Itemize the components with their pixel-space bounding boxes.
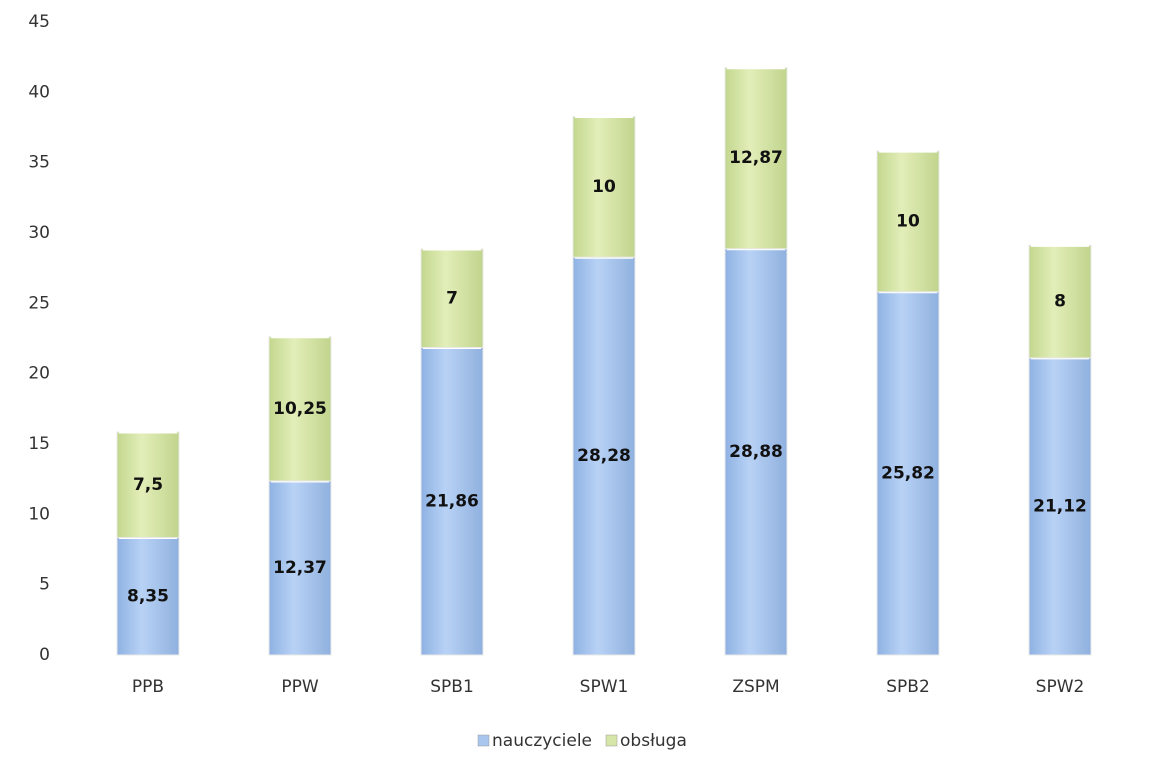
data-label: 7	[446, 288, 458, 308]
bar-segment	[116, 431, 180, 539]
x-tick-label: SPW2	[1036, 677, 1085, 697]
x-tick-label: SPW1	[580, 677, 629, 697]
y-tick-label: 20	[28, 364, 50, 384]
bar-segment	[116, 537, 180, 656]
bar-segment	[1028, 244, 1092, 359]
y-tick-label: 40	[28, 82, 50, 102]
y-tick-label: 5	[39, 575, 50, 595]
data-label: 21,12	[1033, 496, 1087, 516]
data-label: 12,87	[729, 148, 783, 168]
data-label: 8	[1054, 292, 1066, 312]
legend-swatch	[605, 734, 618, 747]
y-tick-label: 10	[28, 504, 50, 524]
y-tick-label: 0	[39, 645, 50, 665]
data-label: 7,5	[133, 475, 163, 495]
y-tick-label: 15	[28, 434, 50, 454]
bar-segment	[1028, 357, 1092, 656]
data-label: 28,28	[577, 446, 631, 466]
x-tick-label: PPW	[281, 677, 319, 697]
data-label: 10	[592, 177, 616, 197]
data-label: 21,86	[425, 491, 479, 511]
data-label: 8,35	[127, 586, 169, 606]
bar-segment	[420, 347, 484, 656]
y-tick-label: 30	[28, 223, 50, 243]
x-tick-label: ZSPM	[732, 677, 779, 697]
bar-segment	[724, 248, 788, 656]
y-tick-label: 45	[28, 12, 50, 32]
bar-segment	[876, 291, 940, 656]
x-tick-label: PPB	[132, 677, 164, 697]
bar-segment	[572, 256, 636, 656]
bar-segment	[268, 336, 332, 482]
bar-segment	[724, 67, 788, 250]
bar-segment	[572, 116, 636, 258]
data-label: 10	[896, 211, 920, 231]
legend-swatch	[477, 734, 490, 747]
legend-label: obsługa	[620, 731, 687, 751]
data-label: 25,82	[881, 463, 935, 483]
bar-segment	[268, 480, 332, 656]
data-label: 12,37	[273, 558, 327, 578]
x-tick-label: SPB2	[886, 677, 930, 697]
x-tick-label: SPB1	[430, 677, 474, 697]
legend-label: nauczyciele	[492, 731, 592, 751]
y-tick-label: 35	[28, 153, 50, 173]
y-tick-label: 25	[28, 293, 50, 313]
bar-segment	[876, 150, 940, 293]
data-label: 10,25	[273, 399, 327, 419]
data-label: 28,88	[729, 442, 783, 462]
